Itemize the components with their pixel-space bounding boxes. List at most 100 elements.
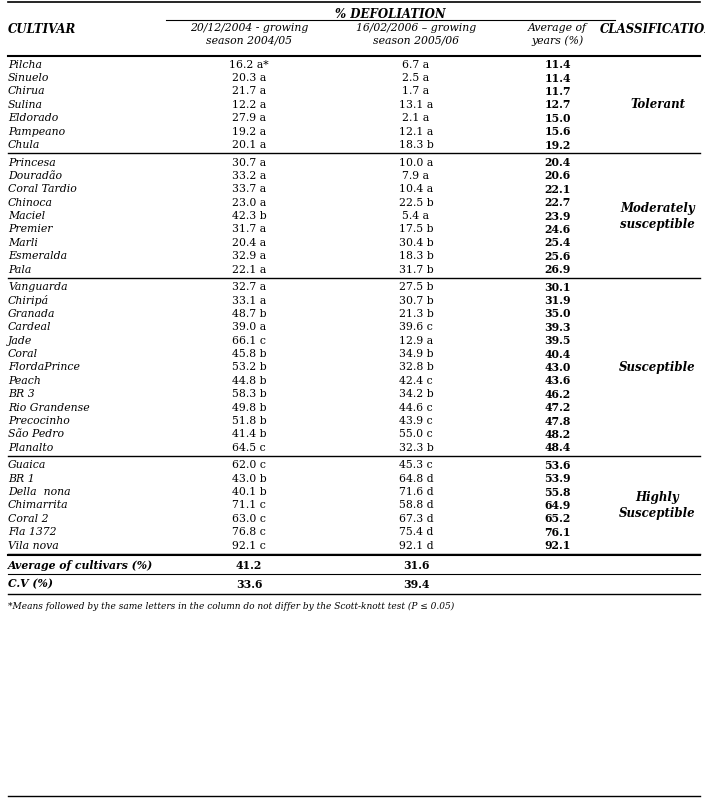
Text: 11.4: 11.4 — [544, 60, 571, 70]
Text: 22.1 a: 22.1 a — [232, 265, 266, 275]
Text: Pala: Pala — [8, 265, 32, 275]
Text: 13.1 a: 13.1 a — [399, 100, 433, 110]
Text: Princesa: Princesa — [8, 158, 56, 167]
Text: 30.7 a: 30.7 a — [232, 158, 266, 167]
Text: 46.2: 46.2 — [544, 389, 570, 400]
Text: 12.7: 12.7 — [544, 99, 571, 110]
Text: 19.2: 19.2 — [544, 139, 570, 151]
Text: 18.3 b: 18.3 b — [398, 251, 434, 262]
Text: 21.3 b: 21.3 b — [398, 309, 434, 319]
Text: 12.2 a: 12.2 a — [232, 100, 266, 110]
Text: 40.4: 40.4 — [544, 349, 570, 360]
Text: Cardeal: Cardeal — [8, 322, 51, 332]
Text: 25.4: 25.4 — [544, 237, 570, 249]
Text: 16/02/2006 – growing
season 2005/06: 16/02/2006 – growing season 2005/06 — [356, 23, 476, 45]
Text: *Means followed by the same letters in the column do not differ by the Scott-kno: *Means followed by the same letters in t… — [8, 602, 454, 611]
Text: 10.0 a: 10.0 a — [399, 158, 433, 167]
Text: Chirua: Chirua — [8, 86, 46, 97]
Text: 66.1 c: 66.1 c — [232, 336, 266, 345]
Text: 67.3 d: 67.3 d — [399, 514, 434, 524]
Text: 39.4: 39.4 — [403, 579, 429, 590]
Text: 44.8 b: 44.8 b — [232, 376, 266, 386]
Text: 47.8: 47.8 — [544, 415, 570, 427]
Text: 2.5 a: 2.5 a — [403, 73, 429, 83]
Text: 30.7 b: 30.7 b — [398, 295, 434, 306]
Text: 58.8 d: 58.8 d — [399, 501, 434, 510]
Text: 39.3: 39.3 — [544, 322, 571, 332]
Text: 47.2: 47.2 — [544, 402, 570, 413]
Text: Maciel: Maciel — [8, 211, 45, 221]
Text: Coral Tardio: Coral Tardio — [8, 184, 77, 194]
Text: 49.8 b: 49.8 b — [232, 402, 266, 413]
Text: Jade: Jade — [8, 336, 32, 345]
Text: 65.2: 65.2 — [544, 514, 570, 524]
Text: 48.4: 48.4 — [544, 443, 570, 453]
Text: 45.8 b: 45.8 b — [232, 349, 266, 359]
Text: 51.8 b: 51.8 b — [232, 416, 266, 426]
Text: 92.1: 92.1 — [544, 540, 570, 551]
Text: 5.4 a: 5.4 a — [403, 211, 429, 221]
Text: 12.9 a: 12.9 a — [399, 336, 433, 345]
Text: 26.9: 26.9 — [544, 264, 570, 275]
Text: 22.1: 22.1 — [544, 184, 570, 195]
Text: CLASSIFICATION: CLASSIFICATION — [599, 23, 705, 36]
Text: Peach: Peach — [8, 376, 41, 386]
Text: Planalto: Planalto — [8, 443, 54, 453]
Text: 17.5 b: 17.5 b — [399, 225, 434, 234]
Text: 32.9 a: 32.9 a — [232, 251, 266, 262]
Text: Pampeano: Pampeano — [8, 126, 65, 137]
Text: Esmeralda: Esmeralda — [8, 251, 67, 262]
Text: Tolerant: Tolerant — [630, 98, 685, 111]
Text: Fla 1372: Fla 1372 — [8, 527, 56, 537]
Text: 23.9: 23.9 — [544, 211, 570, 221]
Text: Coral: Coral — [8, 349, 38, 359]
Text: 18.3 b: 18.3 b — [398, 140, 434, 150]
Text: C.V (%): C.V (%) — [8, 579, 53, 590]
Text: 16.2 a*: 16.2 a* — [229, 60, 269, 70]
Text: 41.4 b: 41.4 b — [232, 430, 266, 440]
Text: BR 1: BR 1 — [8, 473, 35, 484]
Text: Rio Grandense: Rio Grandense — [8, 402, 90, 413]
Text: 76.8 c: 76.8 c — [232, 527, 266, 537]
Text: 40.1 b: 40.1 b — [232, 487, 266, 497]
Text: 71.6 d: 71.6 d — [399, 487, 434, 497]
Text: 30.1: 30.1 — [544, 282, 571, 292]
Text: 58.3 b: 58.3 b — [232, 390, 266, 399]
Text: 32.8 b: 32.8 b — [398, 362, 434, 373]
Text: Chimarrita: Chimarrita — [8, 501, 68, 510]
Text: Guaica: Guaica — [8, 460, 47, 470]
Text: 25.6: 25.6 — [544, 251, 570, 262]
Text: 21.7 a: 21.7 a — [232, 86, 266, 97]
Text: 53.2 b: 53.2 b — [232, 362, 266, 373]
Text: Eldorado: Eldorado — [8, 114, 59, 123]
Text: 31.6: 31.6 — [403, 560, 429, 572]
Text: 33.6: 33.6 — [235, 579, 262, 590]
Text: 11.7: 11.7 — [544, 86, 571, 97]
Text: 63.0 c: 63.0 c — [232, 514, 266, 524]
Text: Sinuelo: Sinuelo — [8, 73, 49, 83]
Text: 53.9: 53.9 — [544, 473, 571, 484]
Text: 55.8: 55.8 — [544, 486, 571, 497]
Text: 30.4 b: 30.4 b — [398, 238, 434, 248]
Text: 71.1 c: 71.1 c — [232, 501, 266, 510]
Text: 48.7 b: 48.7 b — [232, 309, 266, 319]
Text: 20.4 a: 20.4 a — [232, 238, 266, 248]
Text: 34.9 b: 34.9 b — [399, 349, 434, 359]
Text: Highly
Susceptible: Highly Susceptible — [619, 491, 696, 520]
Text: CULTIVAR: CULTIVAR — [8, 23, 76, 36]
Text: 42.4 c: 42.4 c — [399, 376, 433, 386]
Text: 92.1 d: 92.1 d — [399, 541, 434, 551]
Text: Precocinho: Precocinho — [8, 416, 70, 426]
Text: 24.6: 24.6 — [544, 224, 570, 235]
Text: 27.9 a: 27.9 a — [232, 114, 266, 123]
Text: 20/12/2004 - growing
season 2004/05: 20/12/2004 - growing season 2004/05 — [190, 23, 308, 45]
Text: 43.0: 43.0 — [544, 362, 570, 373]
Text: 6.7 a: 6.7 a — [403, 60, 429, 70]
Text: 64.5 c: 64.5 c — [232, 443, 266, 453]
Text: 19.2 a: 19.2 a — [232, 126, 266, 137]
Text: 31.9: 31.9 — [544, 295, 571, 306]
Text: 62.0 c: 62.0 c — [232, 460, 266, 470]
Text: 33.1 a: 33.1 a — [232, 295, 266, 306]
Text: 23.0 a: 23.0 a — [232, 198, 266, 208]
Text: 2.1 a: 2.1 a — [403, 114, 429, 123]
